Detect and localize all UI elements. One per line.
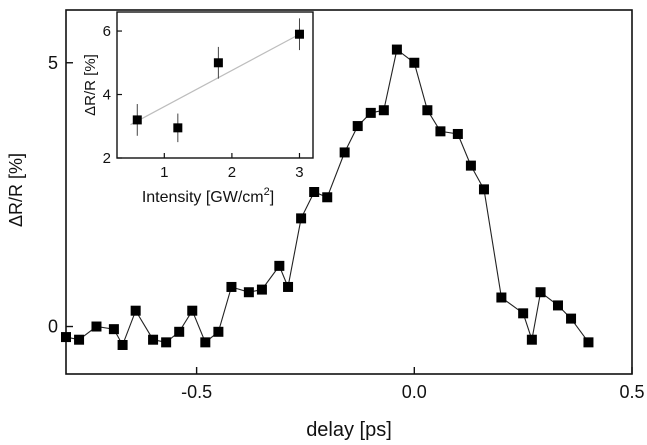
main-data-point <box>61 332 71 343</box>
main-plot-frame <box>65 9 633 375</box>
main-data-point <box>518 308 529 319</box>
main-data-point <box>496 292 507 303</box>
main-data-point <box>422 105 433 116</box>
inset-x-axis-label: Intensity [GW/cm2] <box>142 186 274 206</box>
main-data-point <box>213 326 224 337</box>
inset-x-axis-label-main: Intensity [GW/cm <box>142 189 264 206</box>
inset-x-tick-label: 2 <box>228 164 236 181</box>
main-x-axis-label: delay [ps] <box>306 419 392 441</box>
main-data-point <box>296 213 307 224</box>
inset-y-axis-label: ΔR/R [%] <box>82 54 99 116</box>
inset-data-point <box>132 115 142 125</box>
main-ticks: -0.5 0.0 0.5 0 5 <box>48 53 645 402</box>
main-data-point <box>74 334 85 345</box>
inset-y-tick-label: 2 <box>103 150 111 167</box>
inset-x-axis-label-superscript: 2 <box>264 186 270 198</box>
inset-x-tick-label: 3 <box>295 164 303 181</box>
inset-fit-layer <box>130 33 300 126</box>
main-data-point <box>274 260 285 271</box>
main-data-point <box>526 334 537 345</box>
main-x-tick-label: 0.5 <box>619 382 644 402</box>
main-data-point <box>322 192 333 203</box>
main-data-point <box>243 287 254 298</box>
main-chart: -0.5 0.0 0.5 0 5 delay [ps] ΔR/R [%] <box>6 9 645 441</box>
main-y-tick-label: 0 <box>48 317 58 337</box>
main-data-point <box>309 187 320 197</box>
main-data-point <box>174 326 185 337</box>
inset-plot-frame <box>116 11 314 159</box>
main-data-point <box>566 313 577 324</box>
inset-fit-line <box>130 33 300 126</box>
main-data-point <box>391 44 402 55</box>
main-data-point <box>108 324 119 335</box>
main-data-point <box>283 281 294 292</box>
main-data-point <box>465 160 476 171</box>
main-data-point <box>130 305 141 316</box>
main-y-axis-label: ΔR/R [%] <box>6 153 26 227</box>
main-data-point <box>552 300 563 311</box>
inset-x-axis-label-end: ] <box>270 189 274 206</box>
main-data-point <box>409 57 420 68</box>
main-data-point <box>352 121 363 132</box>
main-data-point <box>226 281 237 292</box>
main-data-point <box>200 337 211 348</box>
inset-data-point <box>213 58 223 68</box>
main-data-point <box>187 305 198 316</box>
inset-ticks: 1 2 3 2 4 6 <box>103 23 304 181</box>
main-data-point <box>117 339 128 350</box>
inset-marker-layer <box>132 18 304 143</box>
main-x-tick-label: -0.5 <box>181 382 212 402</box>
main-data-point <box>91 321 102 332</box>
main-data-point <box>583 337 594 348</box>
main-data-point <box>535 287 546 298</box>
inset-y-tick-label: 6 <box>103 23 111 40</box>
main-data-point <box>435 126 446 137</box>
inset-y-tick-label: 4 <box>103 87 111 104</box>
main-data-point <box>452 128 463 139</box>
main-marker-layer <box>61 44 594 350</box>
main-data-point <box>148 334 159 345</box>
main-data-point <box>256 284 267 295</box>
main-data-point <box>478 184 489 195</box>
main-data-point <box>339 147 350 158</box>
inset-x-tick-label: 1 <box>160 164 168 181</box>
main-data-point <box>365 107 376 118</box>
main-x-tick-label: 0.0 <box>402 382 427 402</box>
main-y-tick-label: 5 <box>48 53 58 73</box>
inset-data-point <box>173 123 183 133</box>
inset-data-point <box>294 29 304 39</box>
main-data-point <box>161 337 172 348</box>
main-data-point <box>378 105 389 116</box>
